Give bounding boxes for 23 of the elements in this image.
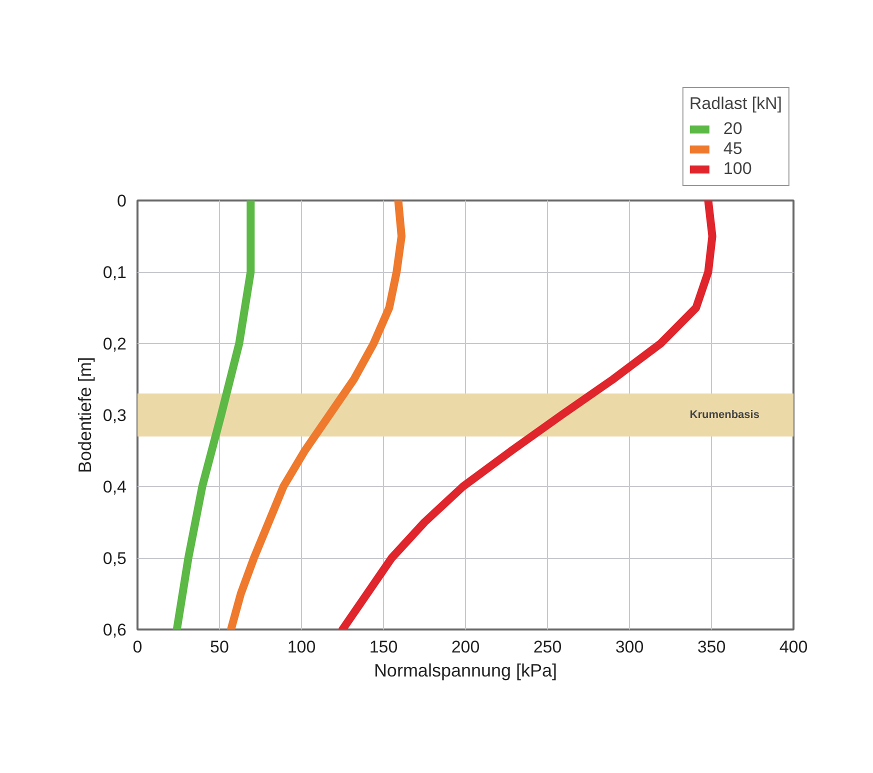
legend-label: 20 (723, 119, 744, 139)
x-tick-label: 250 (533, 638, 562, 656)
y-axis-title: Bodentiefe [m] (74, 356, 95, 474)
y-tick-label: 0,4 (102, 478, 127, 496)
x-axis-title: Normalspannung [kPa] (374, 660, 558, 680)
legend-label: 100 (723, 159, 752, 179)
x-tick-label: 150 (369, 638, 398, 656)
y-tick-label: 0 (117, 192, 127, 210)
x-tick-label: 350 (697, 638, 726, 656)
y-tick-label: 0,6 (102, 620, 127, 640)
band-label: Krumenbasis (690, 409, 760, 421)
x-tick-label: 300 (615, 638, 644, 656)
x-tick-label: 0 (132, 638, 142, 656)
x-tick-label: 50 (210, 638, 229, 656)
y-tick-label: 0,2 (102, 334, 127, 354)
x-tick-label: 400 (779, 638, 808, 656)
y-tick-label: 0,3 (102, 406, 127, 425)
legend-label: 45 (723, 139, 744, 159)
x-tick-label: 200 (451, 638, 480, 656)
y-tick-label: 0,5 (102, 549, 127, 568)
y-tick-label: 0,1 (102, 263, 127, 282)
x-tick-label: 100 (287, 638, 316, 656)
legend-title: Radlast [kN] (689, 94, 782, 114)
